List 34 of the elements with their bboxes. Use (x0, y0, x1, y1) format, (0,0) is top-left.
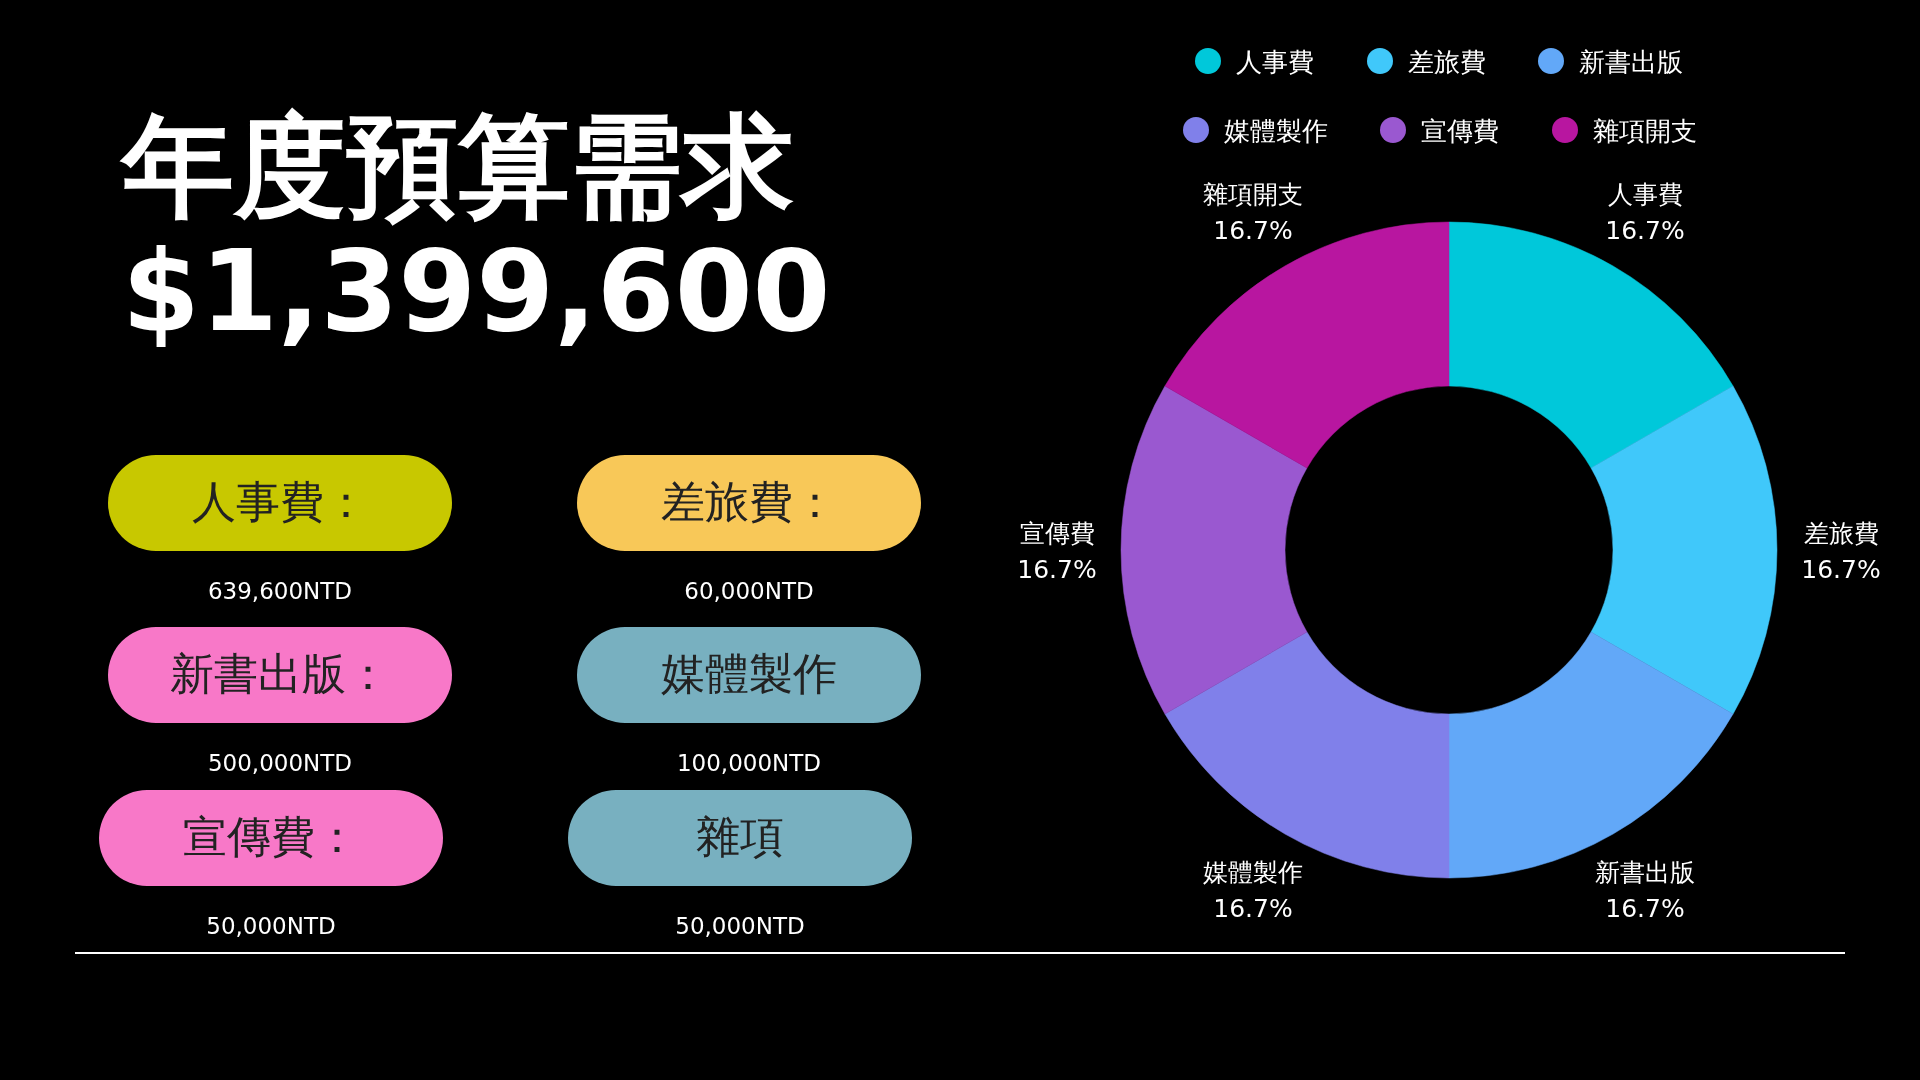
slice-label: 差旅費 (1803, 519, 1879, 548)
text: 639,600NTD (207, 578, 353, 604)
data-label: 16.7% (1801, 555, 1881, 584)
text: 媒體製作 (661, 648, 837, 699)
data-label: 16.7% (1213, 894, 1293, 924)
text: 50,000NTD (675, 913, 805, 939)
legend-label: 雜項開支 (1593, 116, 1697, 146)
legend-label: 媒體製作 (1224, 116, 1328, 146)
text: 100,000NTD (676, 750, 822, 776)
legend-label: 差旅費 (1408, 47, 1486, 77)
data-label: 16.7% (1605, 894, 1685, 924)
donut-slice (1590, 385, 1777, 715)
donut-slice (1448, 221, 1734, 469)
text: 雜項 (696, 811, 784, 862)
donut-slice (1164, 221, 1450, 469)
text: 差旅費： (661, 476, 837, 527)
legend-label: 新書出版 (1579, 47, 1683, 77)
legend-label: 人事費 (1236, 47, 1314, 77)
text: 新書出版： (170, 648, 390, 699)
slice-label: 媒體製作 (1203, 858, 1303, 888)
text: 50,000NTD (206, 913, 336, 939)
slice-label: 宣傳費 (1019, 519, 1095, 548)
data-label: 16.7% (1017, 555, 1097, 584)
data-label: 16.7% (1605, 215, 1685, 245)
slice-label: 新書出版 (1595, 858, 1695, 888)
data-label: 16.7% (1213, 215, 1293, 245)
slice-label: 人事費 (1607, 179, 1683, 209)
donut-slice (1121, 385, 1308, 715)
slice-label: 雜項開支 (1203, 179, 1303, 209)
text: 500,000NTD (207, 750, 353, 776)
text: 宣傳費： (183, 811, 359, 862)
text: 人事費： (192, 476, 368, 527)
legend-label: 宣傳費 (1421, 116, 1499, 146)
text: 60,000NTD (684, 578, 814, 604)
